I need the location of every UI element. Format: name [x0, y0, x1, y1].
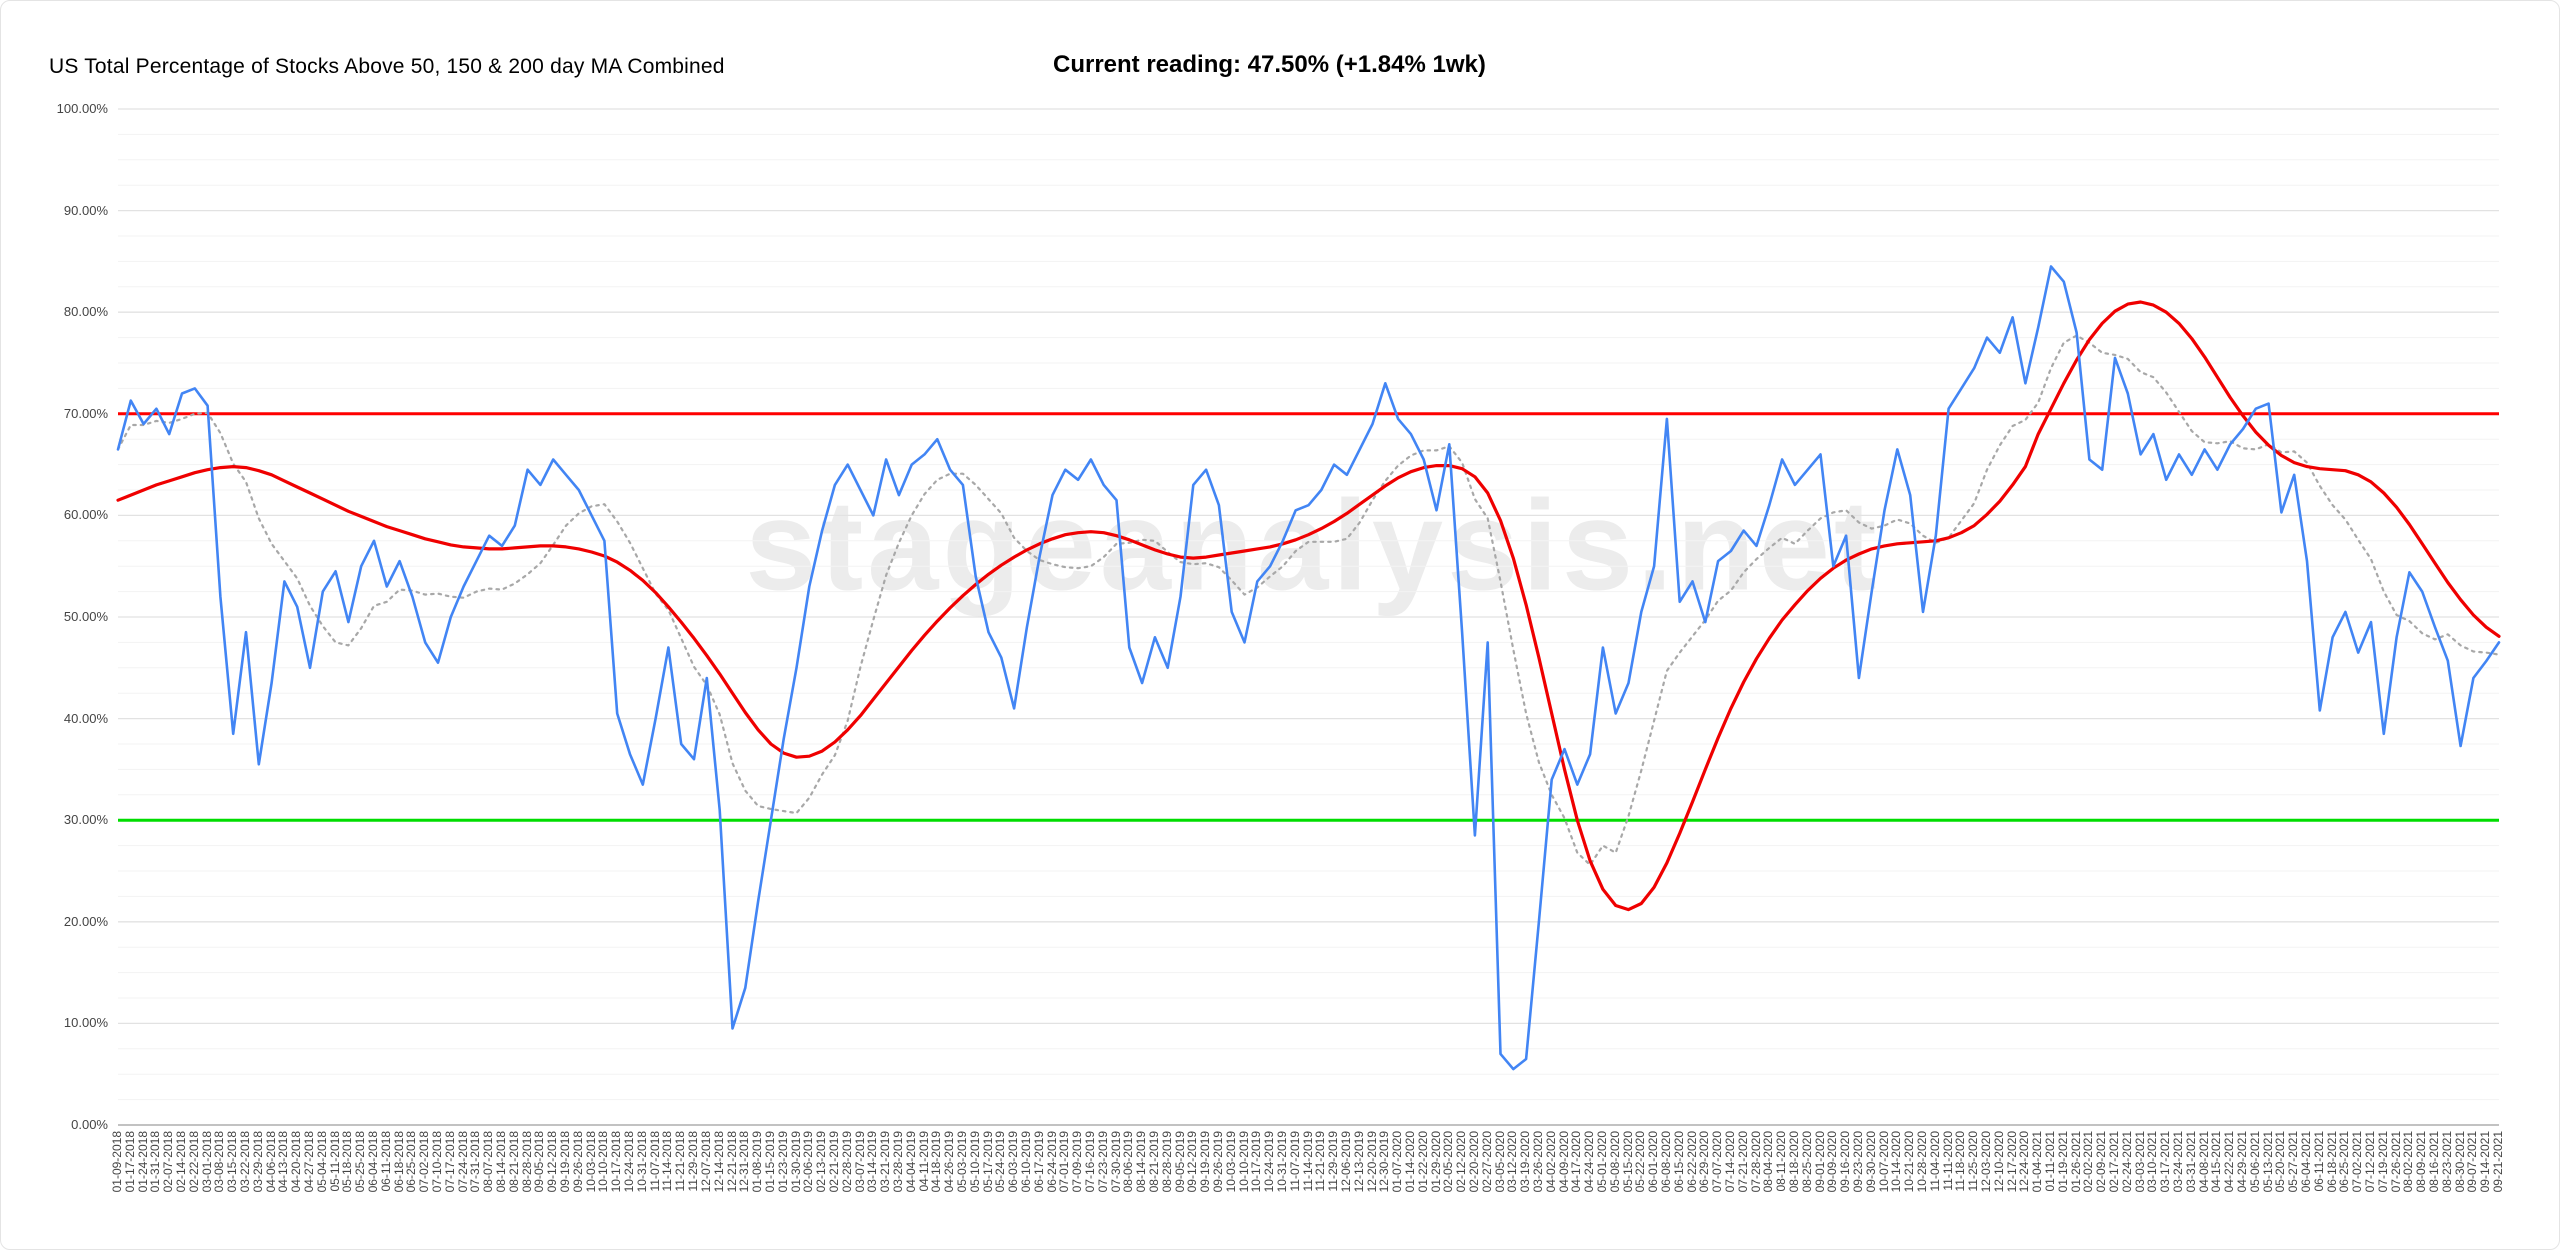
x-axis-label: 09-23-2020 — [1850, 1131, 1865, 1193]
x-axis-label: 03-28-2019 — [890, 1131, 905, 1193]
y-axis-label: 90.00% — [63, 202, 108, 218]
x-axis-label: 07-14-2020 — [1722, 1131, 1737, 1193]
short-ma-line — [116, 334, 2501, 867]
y-axis-label: 100.00% — [56, 101, 108, 116]
x-axis-label: 08-21-2019 — [1146, 1131, 1161, 1193]
x-axis-label: 05-10-2019 — [967, 1131, 982, 1193]
x-axis-label: 08-18-2020 — [1786, 1131, 1801, 1193]
x-axis-label: 04-04-2019 — [903, 1131, 918, 1193]
x-axis-label: 06-10-2019 — [1018, 1131, 1033, 1193]
x-axis-label: 06-11-2021 — [2311, 1131, 2326, 1192]
x-axis-label: 12-07-2018 — [698, 1131, 713, 1193]
chart-title: US Total Percentage of Stocks Above 50, … — [49, 55, 725, 78]
x-axis-label: 02-21-2019 — [826, 1131, 841, 1193]
x-axis-label: 06-11-2018 — [378, 1131, 393, 1192]
x-axis-label: 07-21-2020 — [1735, 1131, 1750, 1193]
x-axis-label: 08-28-2019 — [1159, 1131, 1174, 1193]
x-axis-label: 05-06-2021 — [2247, 1131, 2262, 1193]
x-axis-label: 02-24-2021 — [2119, 1131, 2134, 1193]
x-axis-label: 01-22-2020 — [1415, 1131, 1430, 1193]
y-axis-label: 40.00% — [63, 710, 108, 726]
x-axis-label: 11-04-2020 — [1927, 1131, 1942, 1192]
x-axis-label: 05-01-2020 — [1594, 1131, 1609, 1193]
y-axis-label: 70.00% — [63, 405, 108, 421]
x-axis-label: 05-08-2020 — [1607, 1131, 1622, 1193]
y-axis-label: 50.00% — [63, 609, 108, 624]
x-axis-label: 11-07-2019 — [1287, 1131, 1302, 1192]
x-axis-label: 03-31-2021 — [2183, 1131, 2198, 1193]
x-axis-label: 01-15-2019 — [762, 1131, 777, 1193]
y-axis-label: 10.00% — [63, 1015, 108, 1031]
x-axis-label: 02-27-2020 — [1479, 1131, 1494, 1193]
x-axis-label: 10-31-2018 — [634, 1131, 649, 1193]
x-axis-label: 02-22-2018 — [186, 1131, 201, 1193]
x-axis-label: 02-20-2020 — [1466, 1131, 1481, 1193]
x-axis-label: 12-14-2018 — [711, 1131, 726, 1193]
x-axis-label: 12-06-2019 — [1338, 1131, 1353, 1193]
x-axis-label: 10-03-2019 — [1223, 1131, 1238, 1193]
y-axis-label: 80.00% — [63, 304, 108, 320]
x-axis-label: 12-10-2020 — [1991, 1131, 2006, 1193]
x-axis-label: 01-23-2019 — [775, 1131, 790, 1193]
x-axis-label: 05-03-2019 — [954, 1131, 969, 1193]
x-axis-label: 08-25-2020 — [1799, 1131, 1814, 1193]
x-axis-label: 09-30-2020 — [1863, 1131, 1878, 1193]
x-axis-label: 06-17-2019 — [1031, 1131, 1046, 1193]
long-ma-line — [116, 300, 2501, 912]
watermark: stageanalysis.net — [745, 474, 1881, 618]
x-axis-label: 06-15-2020 — [1671, 1131, 1686, 1193]
x-axis-label: 07-23-2019 — [1095, 1131, 1110, 1193]
x-axis-label: 08-23-2021 — [2439, 1131, 2454, 1193]
x-axis-label: 08-21-2018 — [506, 1131, 521, 1193]
y-axis-label: 0.00% — [71, 1117, 108, 1132]
x-axis-label: 03-29-2018 — [250, 1131, 265, 1193]
x-axis-label: 02-28-2019 — [839, 1131, 854, 1193]
y-axis-label: 60.00% — [63, 507, 108, 523]
x-axis-label: 01-19-2021 — [2055, 1131, 2070, 1193]
current-reading: Current reading: 47.50% (+1.84% 1wk) — [1053, 51, 1486, 78]
y-axis-label: 30.00% — [63, 812, 108, 828]
x-axis-label: 04-02-2020 — [1543, 1131, 1558, 1193]
x-axis-label: 10-31-2019 — [1274, 1131, 1289, 1193]
x-axis-label: 07-16-2019 — [1082, 1131, 1097, 1193]
x-axis-label: 01-14-2020 — [1402, 1131, 1417, 1193]
x-axis-label: 07-19-2021 — [2375, 1131, 2390, 1193]
y-axis-label: 20.00% — [63, 913, 108, 929]
x-axis-label: 09-26-2018 — [570, 1131, 585, 1193]
x-axis-label: 09-21-2021 — [2491, 1131, 2505, 1193]
x-axis-label: 01-17-2018 — [122, 1131, 137, 1193]
x-axis-label: 06-08-2020 — [1658, 1131, 1673, 1193]
weekly-breadth-line — [116, 265, 2501, 1071]
x-axis-label: 03-26-2020 — [1530, 1131, 1545, 1193]
x-axis-label: 05-04-2018 — [314, 1131, 329, 1193]
x-axis-label: 07-17-2018 — [442, 1131, 457, 1193]
x-axis-label: 12-13-2019 — [1351, 1131, 1366, 1193]
x-axis-label: 09-26-2019 — [1210, 1131, 1225, 1193]
